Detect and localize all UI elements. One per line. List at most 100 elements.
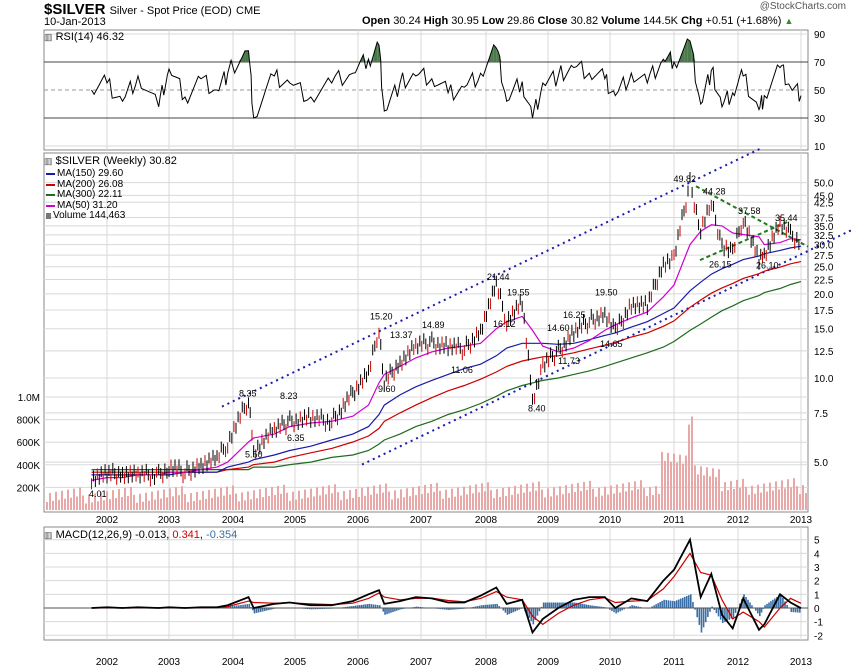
macd-tick-label: 1	[814, 590, 820, 601]
volume-bar	[58, 499, 60, 510]
volume-bar	[622, 483, 624, 510]
volume-bar	[403, 497, 405, 510]
volume-bar	[436, 482, 438, 510]
legend-item: MA(200) 26.08	[46, 179, 125, 191]
histogram-bar	[374, 604, 377, 608]
histogram-bar	[253, 607, 256, 614]
histogram-bar	[613, 607, 615, 613]
volume-bar	[613, 493, 615, 510]
price-tick-label: 10.0	[814, 374, 834, 385]
volume-bar	[784, 488, 786, 510]
price-annotation: 14.65	[600, 339, 623, 349]
volume-bar	[643, 488, 645, 510]
volume-bar	[205, 498, 207, 510]
histogram-bar	[692, 601, 694, 608]
price-annotation: 49.82	[673, 174, 696, 184]
histogram-bar	[766, 603, 768, 608]
volume-bar	[523, 492, 525, 510]
macd-value: -0.013	[135, 529, 167, 541]
volume-bar	[394, 490, 396, 510]
histogram-bar	[676, 600, 678, 608]
volume-bar	[490, 490, 492, 510]
histogram-bar	[700, 607, 703, 633]
macd-tick-label: 5	[814, 536, 820, 547]
volume-bar	[712, 468, 714, 510]
volume-bar	[124, 487, 126, 510]
histogram-bar	[358, 605, 361, 608]
chg-label: Chg	[681, 15, 703, 27]
histogram-bar	[508, 607, 511, 614]
histogram-bar	[350, 606, 353, 608]
volume-bar	[535, 490, 537, 510]
stockcharts-watermark: @StockCharts.com	[759, 1, 846, 12]
price-annotation: 15.20	[370, 311, 393, 321]
volume-bar	[445, 489, 447, 510]
price-annotation: 8.23	[280, 391, 298, 401]
volume-bar	[418, 486, 420, 510]
volume-bar	[706, 467, 708, 510]
histogram-bar	[244, 604, 246, 608]
volume-bar	[148, 500, 150, 510]
volume-bar	[265, 488, 267, 510]
volume-tick-label: 800K	[17, 416, 41, 427]
ticker-symbol: $SILVER	[44, 1, 106, 18]
histogram-bar	[528, 607, 530, 618]
volume-bar	[79, 487, 81, 510]
volume-bar	[121, 496, 123, 510]
histogram-bar	[308, 607, 311, 610]
volume-bar	[451, 488, 453, 510]
volume-bar	[94, 493, 96, 510]
year-label-lower: 2005	[284, 657, 307, 668]
rsi-tick-label: 70	[814, 58, 826, 69]
volume-bar	[658, 493, 660, 510]
histogram-bar	[635, 606, 637, 608]
year-label-lower: 2012	[727, 657, 750, 668]
volume-bar	[763, 483, 765, 510]
volume-bar	[472, 493, 474, 510]
rsi-overbought-fill	[687, 39, 690, 62]
close-value: 30.82	[570, 15, 599, 27]
lower-trendline	[361, 228, 854, 466]
volume-bar	[382, 492, 384, 510]
histogram-bar	[270, 607, 272, 610]
volume-bar	[721, 491, 723, 510]
volume-bar	[367, 486, 369, 510]
volume-bar	[448, 497, 450, 510]
volume-bar	[514, 485, 516, 510]
volume-bar	[49, 492, 51, 510]
histogram-bar	[651, 606, 653, 608]
volume-bar	[415, 495, 417, 510]
volume-bar	[766, 491, 768, 510]
price-frame	[43, 152, 809, 513]
volume-bar	[796, 486, 798, 510]
histogram-bar	[417, 606, 420, 608]
histogram-bar	[778, 595, 780, 608]
histogram-bar	[760, 607, 763, 613]
volume-bar	[280, 493, 282, 510]
year-label-upper: 2002	[96, 515, 119, 526]
volume-bars	[46, 416, 807, 510]
low-value: 29.86	[506, 15, 535, 27]
volume-bar	[754, 493, 756, 510]
price-tick-label: 30.0	[814, 241, 834, 252]
histogram-bar	[446, 607, 448, 610]
histogram-bar	[709, 607, 711, 612]
histogram-bar	[730, 607, 733, 619]
price-tick-label: 45.0	[814, 191, 834, 202]
histogram-bar	[540, 606, 543, 608]
histogram-bar	[486, 604, 489, 608]
histogram-bar	[686, 596, 688, 608]
histogram-bar	[227, 606, 230, 608]
volume-bar	[484, 491, 486, 510]
histogram-bar	[764, 605, 766, 608]
histogram-bar	[682, 597, 684, 608]
year-label-upper: 2004	[222, 515, 245, 526]
volume-bar	[424, 485, 426, 510]
rsi-overbought-fill	[373, 48, 376, 62]
histogram-bar	[516, 607, 518, 611]
price-tick-label: 37.5	[814, 213, 834, 224]
histogram-bar	[633, 605, 635, 608]
histogram-bar	[704, 607, 707, 623]
histogram-bar	[568, 602, 570, 608]
volume-bar	[499, 497, 501, 510]
